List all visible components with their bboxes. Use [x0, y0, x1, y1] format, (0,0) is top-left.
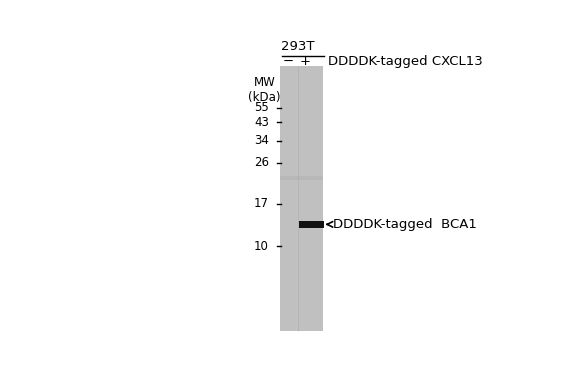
- Text: DDDDK-tagged CXCL13: DDDDK-tagged CXCL13: [328, 55, 482, 68]
- Bar: [281, 66, 323, 331]
- Text: +: +: [300, 55, 311, 68]
- Bar: [299, 221, 324, 228]
- Text: MW
(kDa): MW (kDa): [248, 76, 281, 104]
- Text: 293T: 293T: [281, 40, 314, 53]
- Text: 10: 10: [254, 240, 269, 253]
- Bar: [281, 175, 323, 180]
- Text: 55: 55: [254, 101, 269, 115]
- Text: 34: 34: [254, 134, 269, 147]
- Text: −: −: [282, 55, 293, 68]
- Text: 26: 26: [254, 156, 269, 169]
- Text: DDDDK-tagged  BCA1: DDDDK-tagged BCA1: [333, 218, 477, 231]
- Text: 43: 43: [254, 116, 269, 129]
- Text: 17: 17: [254, 197, 269, 211]
